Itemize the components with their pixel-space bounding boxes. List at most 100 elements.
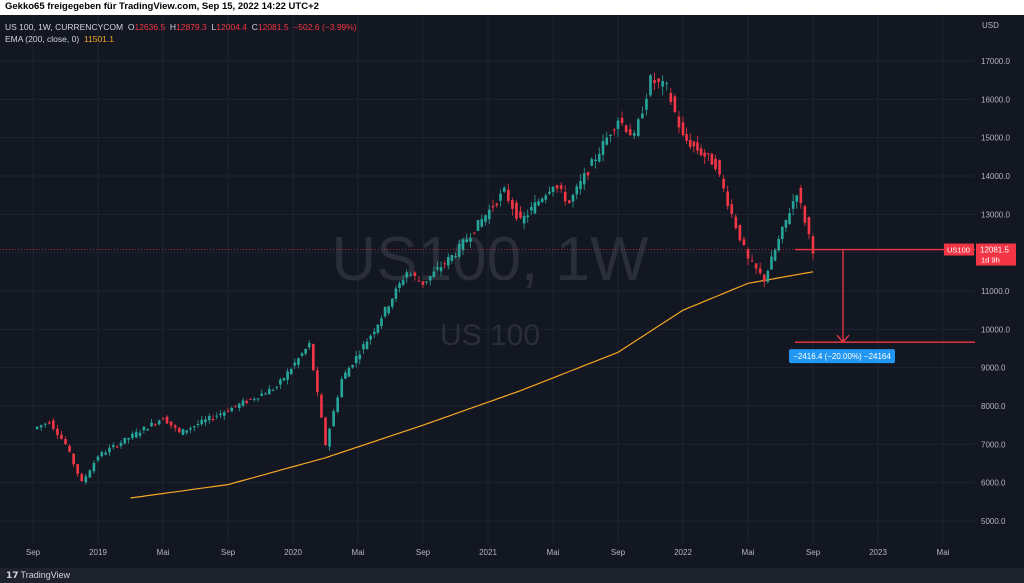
time-axis: Sep 2019 Mai Sep 2020 Mai Sep 2021 Mai Sep 2022 Mai… (26, 548, 950, 557)
candle (39, 424, 43, 432)
candle (544, 193, 548, 204)
candle (502, 185, 506, 193)
candle (476, 219, 480, 232)
candle (762, 273, 766, 288)
time-tick: Mai (742, 548, 755, 557)
candle (316, 366, 319, 397)
tradingview-logo[interactable]: 17 TradingView (6, 570, 70, 581)
candle (511, 197, 514, 216)
footer-bar: 17 TradingView (0, 568, 1024, 583)
candle (777, 235, 780, 252)
candle (425, 281, 428, 285)
candle (336, 395, 339, 414)
chart-area[interactable]: US100, 1W US 100 −2416.4 (−20.00%) −2416… (0, 15, 1024, 568)
price-tick: 9000.0 (981, 364, 1006, 373)
price-tick: 13000.0 (981, 210, 1010, 219)
candle (754, 263, 758, 275)
candle (92, 460, 96, 474)
candle (282, 377, 286, 382)
candle (146, 428, 150, 431)
candle (115, 445, 119, 449)
candle (84, 473, 88, 485)
candle (582, 167, 586, 190)
legend: US 100, 1W, CURRENCYCOM O12636.5 H12879.… (5, 21, 357, 45)
candle (68, 444, 71, 453)
candle (657, 77, 660, 89)
candle (519, 206, 522, 220)
candle (354, 351, 358, 368)
candle (409, 272, 413, 277)
footer-brand: TradingView (20, 570, 71, 580)
legend-change: −502.6 (−3.99%) (293, 22, 357, 32)
candle (563, 185, 567, 206)
candle (718, 159, 721, 177)
candle (590, 157, 594, 167)
candle (328, 427, 331, 451)
ema-line (130, 271, 814, 499)
candle (181, 428, 185, 436)
candle (722, 174, 725, 192)
candle (781, 226, 784, 244)
price-tag-countdown: 1d 9h (981, 256, 1000, 265)
candle (192, 425, 196, 432)
legend-h-label: H (169, 22, 177, 32)
grid (0, 15, 975, 543)
candle (499, 189, 502, 207)
candle (76, 463, 79, 477)
candle (150, 419, 153, 427)
candle (300, 351, 304, 358)
legend-low: 12004.4 (216, 22, 247, 32)
candle (428, 276, 432, 286)
candle (332, 408, 335, 427)
watermark-sub: US 100 (440, 319, 540, 352)
candle (260, 389, 264, 397)
legend-symbol: US 100, 1W, CURRENCYCOM (5, 22, 124, 32)
candle (398, 281, 401, 293)
candle (480, 214, 484, 228)
candle (157, 419, 161, 426)
price-tick: 17000.0 (981, 57, 1010, 66)
candle (165, 415, 169, 424)
candle (495, 202, 499, 208)
candle (56, 424, 59, 440)
candle (784, 219, 788, 232)
candle (362, 341, 365, 355)
candle (369, 334, 372, 345)
candle (230, 406, 234, 412)
candle (340, 376, 344, 399)
candle (320, 392, 323, 418)
candle (100, 450, 104, 458)
legend-ema-row: EMA (200, close, 0) 11501.1 (5, 33, 357, 45)
candle (685, 127, 688, 145)
chart-svg[interactable]: US100, 1W US 100 −2416.4 (−20.00%) −2416… (0, 15, 1024, 568)
time-tick: Mai (352, 548, 365, 557)
candle (454, 252, 457, 259)
candle (219, 409, 222, 419)
candle (204, 416, 207, 427)
candle (457, 239, 461, 259)
candle (43, 422, 47, 428)
candle (559, 182, 563, 193)
price-axis: USD 17000.0 16000.0 15000.0 14000.0 13000.0 12… (944, 15, 1024, 568)
candle (530, 202, 533, 215)
price-tick: 15000.0 (981, 134, 1010, 143)
candle (307, 340, 311, 350)
time-tick: Mai (157, 548, 170, 557)
candle (551, 186, 555, 197)
candle (138, 429, 142, 439)
candle (312, 343, 315, 371)
candle (661, 75, 664, 96)
candle (601, 134, 605, 162)
candle (788, 208, 791, 225)
candle (703, 148, 706, 165)
legend-high: 12879.3 (176, 22, 207, 32)
legend-close: 12081.5 (257, 22, 289, 32)
candle (699, 144, 703, 157)
candle (746, 247, 750, 265)
candle (714, 154, 717, 172)
candle (692, 140, 696, 153)
candle (196, 420, 200, 428)
currency-label: USD (982, 21, 999, 30)
candle (173, 424, 177, 432)
candle (344, 370, 347, 380)
